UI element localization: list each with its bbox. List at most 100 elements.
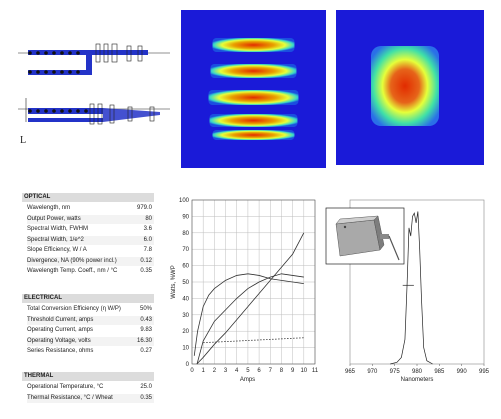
- section-header: ELECTRICAL: [22, 294, 154, 303]
- emitter-dot: [76, 51, 80, 55]
- spec-row: Thermal Resistance, °C / Wheat 0.35: [27, 393, 154, 403]
- x-tick-label: 990: [457, 369, 468, 375]
- emitter-dot: [28, 70, 32, 74]
- lens-element: [97, 103, 103, 125]
- spec-value: 6.0: [143, 236, 152, 243]
- beam-stripes: [208, 38, 299, 140]
- spec-value: 25.0: [140, 384, 152, 390]
- device-body: [335, 219, 381, 257]
- spec-row: Divergence, NA (90% power incl.) 0.12: [27, 256, 154, 266]
- fiber-connector: [380, 234, 389, 239]
- emitter-dot: [76, 70, 80, 74]
- spec-label: Operational Temperature, °C: [27, 384, 104, 390]
- beam-spot: [371, 46, 439, 126]
- x-tick-label: 2: [213, 368, 217, 374]
- x-tick-label: 970: [367, 369, 378, 375]
- spec-value: 7.8: [143, 247, 152, 253]
- emitter-dot: [52, 51, 56, 55]
- spec-row: Slope Efficiency, W / A 7.8: [27, 246, 154, 255]
- x-tick-label: 965: [345, 369, 356, 375]
- series-line: [193, 273, 304, 356]
- spec-label: Wavelength Temp. Coeff., nm / °C: [27, 268, 118, 274]
- spec-label: Spectral Width, FWHM: [27, 226, 89, 232]
- x-tick-label: 6: [257, 368, 261, 374]
- emitter-dot: [44, 70, 48, 74]
- y-tick-label: 60: [182, 264, 189, 270]
- spec-label: Slope Efficiency, W / A: [27, 247, 87, 253]
- spec-row: Operating Current, amps 9.83: [27, 326, 154, 335]
- emitter-dot: [84, 109, 88, 113]
- emitter-dot: [28, 51, 32, 55]
- beam-profile-spot-image: [336, 10, 484, 165]
- x-tick-label: 10: [300, 368, 307, 374]
- emitter-dot: [68, 70, 72, 74]
- spec-value: 0.35: [140, 394, 152, 401]
- spec-value: 3.6: [143, 226, 152, 232]
- y-tick-label: 40: [182, 296, 189, 302]
- x-tick-label: 11: [312, 368, 319, 374]
- x-tick-label: 5: [246, 368, 250, 374]
- beam-stripe: [208, 90, 299, 105]
- lens-element: [109, 104, 115, 124]
- y-tick-label: 90: [182, 214, 189, 220]
- x-tick-label: 0: [190, 368, 194, 374]
- beam-stripe: [209, 114, 298, 127]
- spec-value: 50%: [139, 306, 152, 312]
- emitter-dot: [36, 109, 40, 113]
- spec-value: 80: [145, 215, 152, 222]
- spec-label: Divergence, NA (90% power incl.): [27, 257, 117, 264]
- x-axis-label: Amps: [240, 377, 255, 383]
- section-header: OPTICAL: [22, 193, 154, 202]
- spec-label: Threshold Current, amps: [27, 316, 94, 323]
- optical-layout-diagram: L: [18, 43, 170, 146]
- beam-bundle: [92, 50, 148, 55]
- emitter-dot: [60, 70, 64, 74]
- series-line: [196, 232, 305, 365]
- x-tick-label: 995: [479, 369, 490, 375]
- beam-stripe: [210, 64, 297, 78]
- series-line: [196, 273, 304, 365]
- x-tick-label: 3: [224, 368, 228, 374]
- spec-value: 979.0: [136, 205, 152, 211]
- lens-element: [137, 45, 143, 62]
- spec-label: Operating Voltage, volts: [27, 337, 91, 344]
- laser-diode-stack-schematic: [18, 43, 170, 125]
- spec-label: Thermal Resistance, °C / Wheat: [27, 394, 113, 401]
- spec-label: Spectral Width, 1/e^2: [27, 236, 84, 243]
- spec-row: Output Power, watts 80: [27, 214, 154, 224]
- y-tick-label: 20: [182, 329, 189, 335]
- y-tick-label: 100: [179, 198, 190, 204]
- x-axis-label: Nanometers: [401, 377, 434, 383]
- spec-label: Output Power, watts: [27, 215, 81, 222]
- spec-row: Operational Temperature, °C 25.0: [27, 383, 154, 392]
- spec-label: Series Resistance, ohms: [27, 348, 94, 354]
- spec-row: Operating Voltage, volts 16.30: [27, 336, 154, 346]
- emitter-dot: [44, 51, 48, 55]
- spec-value: 0.27: [140, 348, 152, 354]
- spectrum-chart: 965 970 975 980 985 990 995 Nanometers: [325, 199, 490, 383]
- y-tick-label: 0: [186, 362, 190, 368]
- y-tick-label: 50: [182, 280, 189, 286]
- lens-element: [95, 43, 101, 63]
- spec-row: Threshold Current, amps 0.43: [27, 315, 154, 325]
- x-tick-label: 7: [269, 368, 273, 374]
- plot-frame: [191, 199, 316, 365]
- spec-value: 0.35: [140, 268, 152, 274]
- spec-label: Wavelength, nm: [27, 205, 71, 211]
- emitter-dot: [60, 51, 64, 55]
- emitter-dot: [44, 109, 48, 113]
- spec-row: Wavelength Temp. Coeff., nm / °C 0.35: [27, 267, 154, 276]
- beam-bundle: [28, 118, 103, 122]
- emitter-dot: [76, 109, 80, 113]
- lens-element: [89, 103, 95, 125]
- section-header: THERMAL: [22, 372, 154, 381]
- x-tick-label: 980: [412, 369, 423, 375]
- emitter-dot: [52, 70, 56, 74]
- y-tick-label: 10: [182, 346, 189, 352]
- spec-value: 9.83: [140, 327, 152, 333]
- spec-row: Series Resistance, ohms 0.27: [27, 347, 154, 356]
- spec-value: 16.30: [136, 337, 152, 344]
- beam-bundle: [28, 108, 103, 114]
- y-tick-label: 70: [182, 247, 189, 253]
- device-photo-inset: [325, 207, 405, 265]
